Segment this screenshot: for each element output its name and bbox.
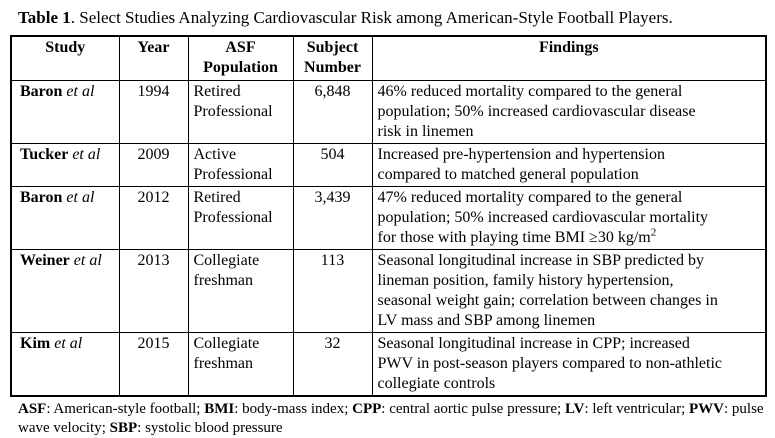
study-name: Kim	[20, 334, 51, 352]
abbreviation-definition: : left ventricular;	[584, 400, 689, 417]
subject-number-cell: 32	[292, 331, 373, 396]
findings-cell: 47% reduced mortality compared to the ge…	[371, 185, 767, 250]
year-cell: 1994	[118, 79, 189, 144]
findings-text: Seasonal longitudinal increase in CPP; i…	[377, 334, 723, 392]
abbreviation-term: LV	[564, 400, 585, 417]
abbreviations-footnote: ASF: American-style football; BMI: body-…	[18, 400, 766, 438]
table-header: Study Year ASF Population Subject Number…	[10, 35, 767, 81]
abbreviation-term: SBP	[109, 419, 138, 436]
header-year: Year	[118, 35, 189, 81]
study-etal: et al	[72, 145, 101, 163]
study-etal: et al	[66, 82, 95, 100]
study-cell: Weiner et al	[10, 248, 120, 333]
study-cell: Tucker et al	[10, 142, 120, 187]
header-asf-population: ASF Population	[187, 35, 294, 81]
study-name: Tucker	[20, 145, 69, 163]
abbreviation-definition: : systolic blood pressure	[137, 419, 283, 436]
header-study: Study	[10, 35, 120, 81]
subject-number-cell: 3,439	[292, 185, 373, 250]
table-caption-text: . Select Studies Analyzing Cardiovascula…	[70, 8, 673, 27]
subject-number-cell: 113	[292, 248, 373, 333]
findings-text: 47% reduced mortality compared to the ge…	[377, 188, 709, 246]
study-etal: et al	[73, 251, 102, 269]
abbreviation-term: ASF	[18, 400, 47, 417]
findings-text: 46% reduced mortality compared to the ge…	[377, 82, 696, 140]
year-cell: 2012	[118, 185, 189, 250]
findings-cell: 46% reduced mortality compared to the ge…	[371, 79, 767, 144]
subject-number-cell: 6,848	[292, 79, 373, 144]
year-cell: 2013	[118, 248, 189, 333]
header-findings: Findings	[371, 35, 767, 81]
study-etal: et al	[66, 188, 95, 206]
study-cell: Baron et al	[10, 185, 120, 250]
findings-cell: Seasonal longitudinal increase in SBP pr…	[371, 248, 767, 333]
header-subject-number: Subject Number	[292, 35, 373, 81]
abbreviation-definition: : American-style football;	[46, 400, 205, 417]
population-cell: Retired Professional	[187, 79, 294, 144]
findings-cell: Increased pre-hypertension and hypertens…	[371, 142, 767, 187]
abbreviation-term: CPP	[352, 400, 382, 417]
study-cell: Kim et al	[10, 331, 120, 396]
study-name: Baron	[20, 188, 63, 206]
header-row: Study Year ASF Population Subject Number…	[10, 35, 767, 81]
findings-cell: Seasonal longitudinal increase in CPP; i…	[371, 331, 767, 396]
abbreviation-definition: : central aortic pulse pressure;	[381, 400, 565, 417]
study-etal: et al	[54, 334, 83, 352]
year-cell: 2015	[118, 331, 189, 396]
table-row: Kim et al 2015 Collegiate freshman 32 Sea…	[10, 331, 767, 396]
year-cell: 2009	[118, 142, 189, 187]
abbreviation-term: BMI	[204, 400, 235, 417]
subject-number-cell: 504	[292, 142, 373, 187]
findings-text: Increased pre-hypertension and hypertens…	[377, 145, 665, 183]
study-cell: Baron et al	[10, 79, 120, 144]
population-cell: Collegiate freshman	[187, 248, 294, 333]
table-caption-label: Table 1	[18, 8, 71, 27]
study-name: Baron	[20, 82, 63, 100]
table-body: Baron et al 1994 Retired Professional 6,8…	[10, 79, 767, 396]
population-cell: Collegiate freshman	[187, 331, 294, 396]
table-row: Baron et al 2012 Retired Professional 3,4…	[10, 185, 767, 250]
findings-text: Seasonal longitudinal increase in SBP pr…	[377, 251, 718, 329]
table-caption: Table 1. Select Studies Analyzing Cardio…	[18, 8, 767, 28]
studies-table: Study Year ASF Population Subject Number…	[10, 35, 767, 397]
table-row: Tucker et al 2009 Active Professional 504…	[10, 142, 767, 187]
population-cell: Retired Professional	[187, 185, 294, 250]
table-row: Baron et al 1994 Retired Professional 6,8…	[10, 79, 767, 144]
findings-superscript: 2	[650, 226, 657, 239]
study-name: Weiner	[20, 251, 70, 269]
abbreviation-term: PWV	[689, 400, 724, 417]
population-cell: Active Professional	[187, 142, 294, 187]
abbreviation-definition: : body-mass index;	[234, 400, 353, 417]
table-row: Weiner et al 2013 Collegiate freshman 113…	[10, 248, 767, 333]
